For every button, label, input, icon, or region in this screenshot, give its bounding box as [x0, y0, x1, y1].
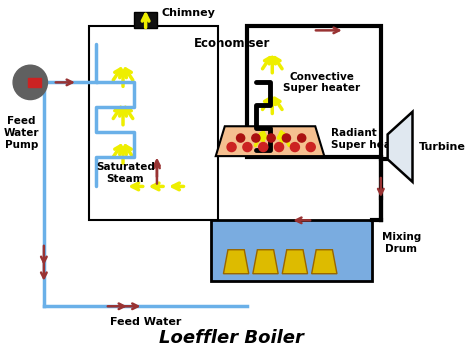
Circle shape — [283, 134, 291, 142]
Polygon shape — [223, 250, 249, 274]
Circle shape — [237, 134, 245, 142]
Circle shape — [291, 142, 300, 152]
Text: Saturated
Steam: Saturated Steam — [96, 162, 155, 184]
Bar — [28, 78, 41, 87]
Polygon shape — [253, 250, 278, 274]
Polygon shape — [388, 112, 412, 182]
Text: Economiser: Economiser — [193, 37, 270, 50]
Circle shape — [13, 65, 47, 100]
Text: Turbine: Turbine — [419, 142, 466, 152]
Text: Chimney: Chimney — [162, 9, 215, 19]
Bar — [247, 26, 381, 157]
Polygon shape — [216, 126, 324, 156]
Circle shape — [306, 142, 315, 152]
Circle shape — [267, 134, 275, 142]
Text: Feed
Water
Pump: Feed Water Pump — [3, 116, 39, 150]
Circle shape — [274, 142, 283, 152]
Bar — [89, 26, 218, 220]
Circle shape — [298, 134, 306, 142]
Circle shape — [243, 142, 252, 152]
Text: Loeffler Boiler: Loeffler Boiler — [159, 329, 304, 347]
Circle shape — [227, 142, 236, 152]
Text: Convective
Super heater: Convective Super heater — [283, 72, 361, 93]
Circle shape — [252, 134, 260, 142]
Bar — [211, 220, 372, 281]
Bar — [134, 12, 157, 28]
Polygon shape — [311, 250, 337, 274]
Text: Radiant
Super heater: Radiant Super heater — [331, 128, 408, 150]
Text: Mixing
Drum: Mixing Drum — [382, 232, 421, 254]
Polygon shape — [282, 250, 308, 274]
Text: Feed Water: Feed Water — [110, 317, 182, 327]
Circle shape — [259, 142, 268, 152]
